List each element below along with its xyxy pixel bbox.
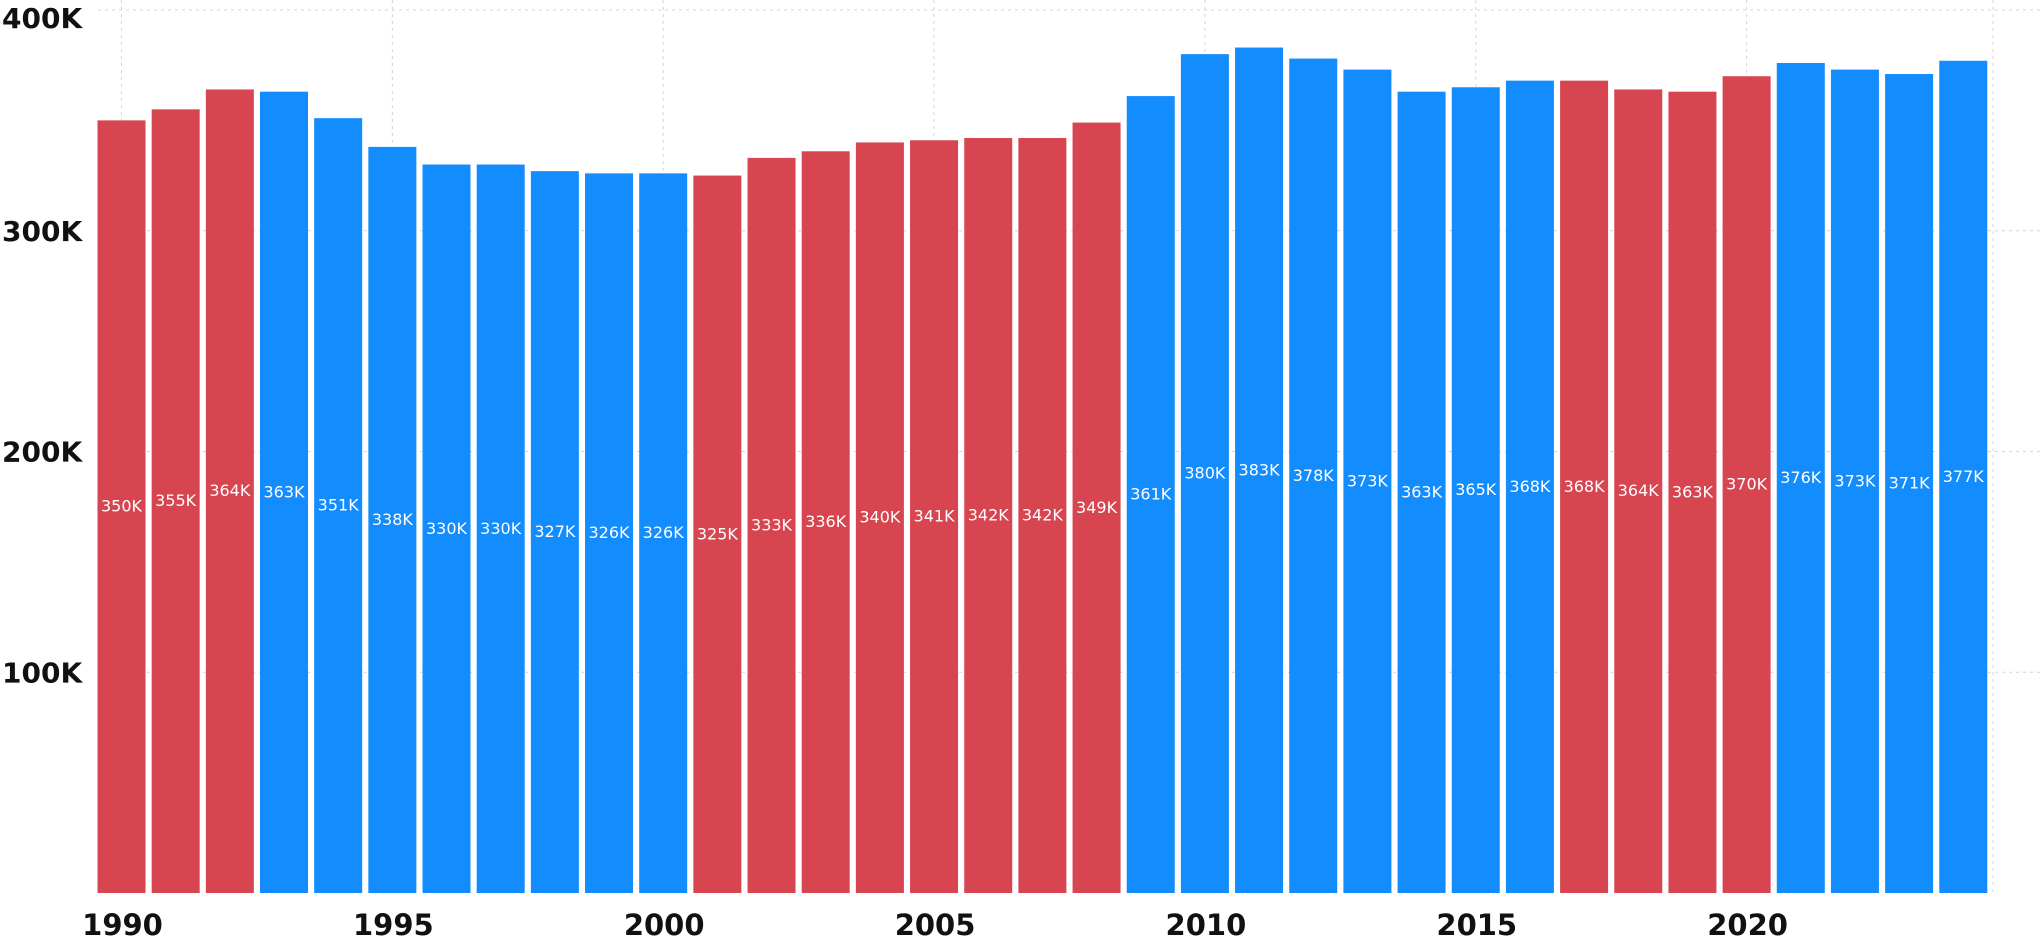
data-label-2000: 326K — [643, 523, 685, 542]
data-label-2024: 377K — [1943, 467, 1985, 486]
bar-2004 — [855, 142, 904, 893]
bar-1999 — [585, 173, 634, 894]
data-label-2001: 325K — [697, 524, 739, 543]
bar-2022 — [1830, 69, 1879, 894]
data-label-2020: 370K — [1726, 475, 1768, 494]
data-label-1995: 338K — [372, 510, 414, 529]
bar-2019 — [1668, 91, 1717, 894]
bar-1994 — [314, 118, 363, 894]
bar-2009 — [1126, 96, 1175, 893]
bar-1993 — [260, 91, 309, 894]
bar-2014 — [1397, 91, 1446, 894]
bar-2018 — [1614, 89, 1663, 894]
data-label-1998: 327K — [534, 522, 576, 541]
bar-2008 — [1072, 122, 1121, 893]
bar-2001 — [693, 175, 742, 893]
bar-1991 — [151, 109, 200, 893]
bar-2023 — [1885, 74, 1934, 893]
data-label-1992: 364K — [209, 481, 251, 500]
bar-1996 — [422, 164, 471, 893]
x-tick-label: 2005 — [895, 908, 976, 941]
x-tick-label: 1990 — [82, 908, 163, 941]
bar-2000 — [639, 173, 688, 894]
data-label-1997: 330K — [480, 519, 522, 538]
data-label-2009: 361K — [1130, 485, 1172, 504]
data-label-2005: 341K — [914, 507, 956, 526]
data-label-2010: 380K — [1184, 464, 1226, 483]
data-label-1993: 363K — [263, 482, 305, 501]
data-label-2014: 363K — [1401, 482, 1443, 501]
bar-2016 — [1505, 80, 1554, 893]
data-label-2004: 340K — [859, 508, 901, 527]
bar-1997 — [476, 164, 525, 893]
x-tick-label: 2015 — [1436, 908, 1517, 941]
y-tick-label: 400K — [2, 2, 83, 35]
x-tick-label: 1995 — [353, 908, 434, 941]
data-label-2006: 342K — [968, 506, 1010, 525]
bars — [97, 47, 1988, 894]
data-labels: 350K 355K 364K 363K 351K 338K 330K 330K 327K 326K… — [101, 460, 1984, 543]
y-axis: 100K 200K 300K 400K — [2, 2, 83, 689]
bar-2024 — [1939, 60, 1988, 893]
data-label-2017: 368K — [1564, 477, 1606, 496]
bar-2013 — [1343, 69, 1392, 894]
bar-1990 — [97, 120, 146, 893]
bar-2011 — [1235, 47, 1284, 893]
bar-2010 — [1180, 54, 1229, 893]
bar-2005 — [910, 140, 959, 893]
data-label-2002: 333K — [751, 515, 793, 534]
bar-2003 — [801, 151, 850, 893]
data-label-2013: 373K — [1347, 471, 1389, 490]
data-label-2012: 378K — [1293, 466, 1335, 485]
data-label-1999: 326K — [589, 523, 631, 542]
bar-2015 — [1451, 87, 1500, 893]
data-label-2018: 364K — [1618, 481, 1660, 500]
data-label-2019: 363K — [1672, 482, 1714, 501]
bar-1995 — [368, 146, 417, 894]
data-label-2023: 371K — [1889, 474, 1931, 493]
x-tick-label: 2020 — [1707, 908, 1788, 941]
x-axis: 1990 1995 2000 2005 2010 2015 2020 — [82, 908, 1788, 941]
data-label-1994: 351K — [318, 496, 360, 515]
bar-2006 — [964, 138, 1013, 893]
x-tick-label: 2000 — [624, 908, 705, 941]
bar-2002 — [747, 157, 796, 894]
data-label-2021: 376K — [1780, 468, 1822, 487]
data-label-2015: 365K — [1455, 480, 1497, 499]
bar-1992 — [205, 89, 254, 894]
y-tick-label: 300K — [2, 215, 83, 248]
data-label-2022: 373K — [1834, 471, 1876, 490]
bar-2017 — [1560, 80, 1609, 893]
bar-2021 — [1776, 62, 1825, 894]
x-tick-label: 2010 — [1166, 908, 1247, 941]
bar-2012 — [1289, 58, 1338, 893]
data-label-1990: 350K — [101, 497, 143, 516]
data-label-2016: 368K — [1509, 477, 1551, 496]
data-label-2007: 342K — [1022, 506, 1064, 525]
y-tick-label: 100K — [2, 656, 83, 689]
bar-1998 — [530, 171, 579, 893]
bar-2007 — [1018, 138, 1067, 893]
data-label-2003: 336K — [805, 512, 847, 531]
data-label-1991: 355K — [155, 491, 197, 510]
data-label-2008: 349K — [1076, 498, 1118, 517]
bar-2020 — [1722, 76, 1771, 894]
data-label-2011: 383K — [1239, 460, 1281, 479]
data-label-1996: 330K — [426, 519, 468, 538]
y-tick-label: 200K — [2, 436, 83, 469]
